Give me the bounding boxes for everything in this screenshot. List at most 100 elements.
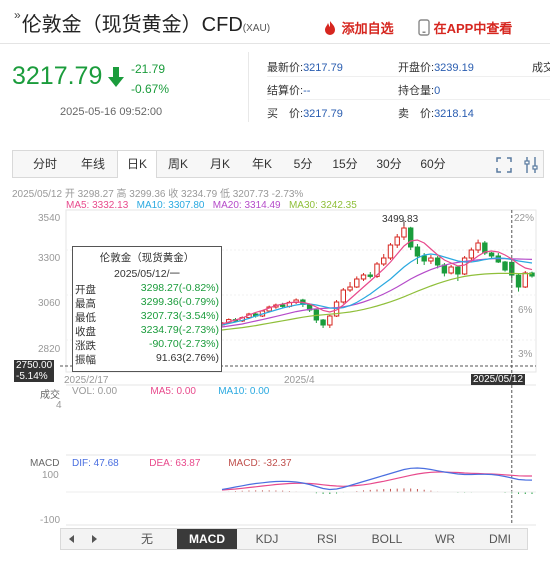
phone-icon — [418, 19, 430, 36]
candle-body — [482, 242, 488, 254]
quote-datetime: 2025-05-16 09:52:00 — [60, 106, 163, 118]
candle-body — [428, 257, 434, 262]
indicator-dmi[interactable]: DMI — [489, 532, 511, 546]
tab-year-line[interactable]: 年线 — [80, 157, 105, 171]
candle-body — [347, 286, 353, 291]
indicator-boll[interactable]: BOLL — [371, 532, 403, 546]
x-tick: 2025/4 — [284, 375, 315, 386]
y-tick: 3300 — [38, 253, 61, 264]
volume-label: 成交 — [40, 390, 60, 401]
add-watchlist-label: 添加自选 — [341, 21, 394, 36]
candle-body — [421, 255, 427, 262]
flame-icon — [325, 21, 335, 35]
fullscreen-icon[interactable] — [496, 157, 512, 173]
candle-body — [515, 274, 522, 288]
arrow-left-icon — [69, 535, 74, 543]
open-in-app-button[interactable]: 在APP中查看 — [418, 18, 512, 37]
y-tick: 2820 — [38, 344, 61, 355]
indicator-macd[interactable]: MACD — [177, 529, 237, 549]
candle-body — [354, 278, 360, 288]
divider — [267, 99, 550, 100]
candle-body — [522, 272, 528, 288]
tab-weekly-k[interactable]: 周K — [167, 157, 188, 171]
high-mark-label: 3499.83 — [382, 214, 419, 225]
stat-latest: 最新价:3217.79 — [267, 62, 343, 74]
ma30-value: MA30: 3242.35 — [288, 200, 357, 211]
ma20-value: MA20: 3314.49 — [212, 200, 281, 211]
price-change-pct: -0.67% — [131, 82, 170, 96]
macd-value: MACD: -32.37 — [228, 458, 292, 469]
ma10-value: MA10: 3307.80 — [136, 200, 205, 211]
vol-ma5-value: MA5: 0.00 — [150, 386, 196, 397]
dif-value: DIF: 47.68 — [72, 458, 119, 469]
y-right-tick: 6% — [518, 305, 533, 316]
indicator-kdj[interactable]: KDJ — [255, 532, 279, 546]
candle-body — [279, 304, 286, 307]
candle-body — [320, 319, 326, 326]
stat-open-interest: 持仓量:0 — [398, 85, 441, 97]
candle-body — [407, 227, 414, 248]
tab-15min[interactable]: 15分 — [332, 157, 358, 171]
candle-body — [502, 261, 508, 271]
candle-body — [448, 266, 454, 274]
y-tick: 3540 — [38, 213, 61, 224]
y-right-tick: 22% — [514, 213, 535, 224]
divider — [248, 52, 249, 122]
ma10-line — [221, 253, 533, 326]
candle-body — [468, 249, 475, 259]
dif-line — [221, 467, 533, 491]
indicator-selector: 无 MACD KDJ RSI BOLL WR DMI — [60, 528, 528, 550]
candle-body — [434, 257, 441, 266]
ma5-value: MA5: 3332.13 — [66, 200, 129, 211]
candle-body — [401, 227, 407, 238]
indicator-rsi[interactable]: RSI — [316, 532, 337, 546]
y-right-tick: 3% — [518, 349, 533, 360]
scroll-right-button[interactable] — [83, 529, 105, 549]
stat-bid: 买 价:3217.79 — [267, 108, 343, 120]
page-header: »伦敦金（现货黄金）CFD(XAU) 添加自选 在APP中查看 — [0, 0, 550, 44]
tab-monthly-k[interactable]: 月K — [209, 157, 230, 171]
down-arrow-icon — [108, 67, 124, 87]
volume-legend: VOL: 0.00 MA5: 0.00 MA10: 0.00 — [72, 386, 269, 397]
stat-volume: 成交 — [532, 62, 550, 74]
tooltip-date: 2025/05/12/一 — [114, 268, 180, 280]
candle-body — [360, 274, 367, 280]
cursor-date: 2025/05/12 — [471, 374, 526, 385]
instrument-name: 伦敦金（现货黄金）CFD — [21, 14, 243, 36]
stat-ask: 卖 价:3218.14 — [398, 108, 474, 120]
ma30-line — [221, 272, 532, 331]
open-in-app-label: 在APP中查看 — [433, 21, 513, 36]
indicator-none[interactable]: 无 — [140, 532, 153, 546]
indicator-wr[interactable]: WR — [435, 532, 455, 546]
candle-body — [455, 266, 461, 275]
title-mark: » — [14, 8, 21, 22]
tab-yearly-k[interactable]: 年K — [251, 157, 272, 171]
ma20-line — [221, 258, 533, 328]
candle-body — [414, 246, 421, 257]
tab-30min[interactable]: 30分 — [376, 157, 402, 171]
tab-60min[interactable]: 60分 — [420, 157, 446, 171]
tab-daily-k[interactable]: 日K — [117, 151, 157, 178]
divider — [267, 76, 550, 77]
stat-settle: 结算价:-- — [267, 85, 311, 97]
ma-legend: MA5: 3332.13 MA10: 3307.80 MA20: 3314.49… — [66, 200, 357, 211]
page-title: »伦敦金（现货黄金）CFD(XAU) — [14, 8, 270, 37]
price-change: -21.79 — [131, 62, 166, 76]
candle-body — [475, 242, 481, 251]
tooltip-name: 伦敦金（现货黄金） — [99, 252, 195, 264]
scroll-left-button[interactable] — [61, 529, 83, 549]
ohlc-summary: 2025/05/12 开 3298.27 高 3299.36 收 3234.79… — [12, 189, 304, 200]
macd-axis-tick: 100 — [42, 470, 59, 481]
settings-icon[interactable] — [523, 156, 539, 174]
last-price: 3217.79 — [12, 62, 103, 90]
candle-body — [374, 263, 380, 277]
tab-5min[interactable]: 5分 — [293, 157, 313, 171]
add-watchlist-button[interactable]: 添加自选 — [322, 18, 394, 37]
tab-intraday[interactable]: 分时 — [32, 157, 57, 171]
candle-body — [367, 274, 373, 277]
macd-label: MACD — [30, 458, 60, 469]
y-tick: 3060 — [38, 298, 61, 309]
candle-body — [340, 289, 347, 303]
candle-body — [488, 252, 495, 257]
